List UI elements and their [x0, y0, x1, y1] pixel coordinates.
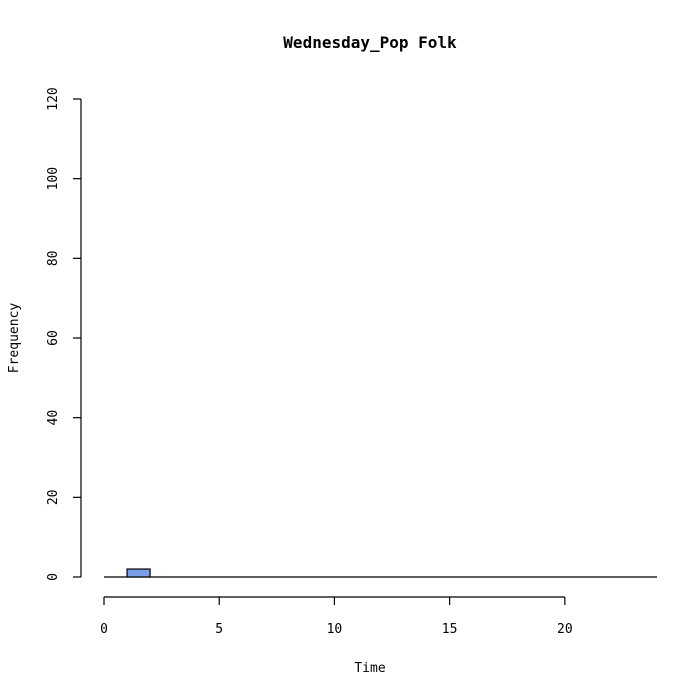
y-tick-label: 60	[46, 330, 61, 346]
bars-layer	[104, 568, 657, 578]
y-axis-label: Frequency	[7, 303, 22, 374]
x-tick-label: 5	[215, 622, 223, 637]
y-tick-label: 20	[46, 490, 61, 506]
x-tick-label: 10	[327, 622, 343, 637]
y-tick-label: 80	[46, 251, 61, 267]
y-tick-label: 0	[46, 573, 61, 581]
chart-title: Wednesday_Pop Folk	[283, 33, 457, 52]
x-axis: 0 5 10 15 20	[100, 596, 573, 637]
y-axis: 0 20 40 60 80 100 120	[46, 87, 82, 581]
x-tick-label: 20	[557, 622, 573, 637]
y-tick-label: 100	[46, 167, 61, 190]
x-axis-label: Time	[354, 661, 385, 676]
y-tick-label: 120	[46, 87, 61, 110]
x-tick-label: 15	[442, 622, 458, 637]
histogram-bar	[126, 568, 151, 578]
x-tick-label: 0	[100, 622, 108, 637]
y-tick-label: 40	[46, 410, 61, 426]
